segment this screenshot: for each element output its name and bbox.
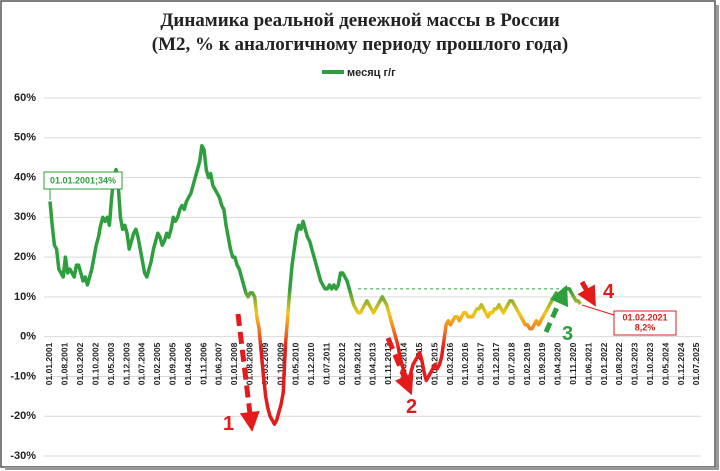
y-tick-label: 50%	[14, 132, 36, 144]
x-tick-label: 01.12.2003	[121, 342, 131, 385]
annotation-number: 4	[603, 281, 615, 303]
annotation-number: 2	[406, 396, 417, 418]
x-tick-label: 01.07.2011	[322, 342, 332, 384]
arrow	[577, 280, 596, 307]
shadow	[716, 5, 719, 470]
x-tick-label: 01.08.2001	[60, 342, 70, 385]
x-tick-label: 01.02.2005	[152, 342, 162, 385]
x-tick-label: 01.07.2018	[506, 342, 516, 385]
x-tick-label: 01.11.2006	[198, 342, 208, 384]
y-tick-label: -20%	[10, 410, 36, 422]
shadow	[5, 467, 719, 470]
y-tick-label: 20%	[14, 251, 36, 263]
x-tick-label: 01.03.2009	[260, 342, 270, 385]
x-tick-label: 01.02.2019	[522, 342, 532, 385]
callout-leader	[581, 304, 615, 316]
legend-swatch	[322, 70, 344, 74]
x-tick-label: 01.08.2022	[614, 342, 624, 385]
arrow	[235, 313, 260, 432]
x-tick-label: 01.12.2024	[676, 342, 686, 385]
x-tick-label: 01.02.2012	[337, 342, 347, 385]
x-tick-label: 01.07.2004	[137, 342, 147, 385]
y-tick-label: 0%	[20, 331, 36, 343]
x-tick-label: 01.07.2025	[691, 342, 701, 385]
x-tick-label: 01.11.2013	[383, 342, 393, 384]
x-tick-label: 01.10.2009	[275, 342, 285, 385]
x-tick-label: 01.09.2005	[167, 342, 177, 385]
chart-title: Динамика реальной денежной массы в Росси…	[160, 10, 559, 31]
callout-text: 01.02.2021	[622, 312, 667, 322]
arrow	[385, 337, 414, 396]
y-tick-label: 30%	[14, 211, 36, 223]
y-tick-label: 60%	[14, 92, 36, 104]
x-tick-label: 01.10.2016	[460, 342, 470, 385]
x-tick-label: 01.04.2020	[553, 342, 563, 385]
x-tick-label: 01.01.2022	[599, 342, 609, 385]
y-tick-label: 40%	[14, 171, 36, 183]
callout-box	[43, 171, 123, 190]
x-tick-label: 01.03.2016	[445, 342, 455, 385]
x-tick-label: 01.03.2002	[75, 342, 85, 385]
x-tick-label: 01.10.2023	[645, 342, 655, 385]
x-tick-label: 01.09.2012	[352, 342, 362, 385]
x-tick-label: 01.08.2008	[245, 342, 255, 385]
y-tick-label: -10%	[10, 370, 36, 382]
x-tick-label: 01.05.2010	[291, 342, 301, 385]
x-tick-label: 01.12.2017	[491, 342, 501, 385]
callout-text: 8,2%	[635, 322, 656, 332]
x-tick-label: 01.12.2010	[306, 342, 316, 385]
x-tick-label: 01.01.2015	[414, 342, 424, 385]
x-tick-label: 01.11.2020	[568, 342, 578, 384]
annotation-number: 1	[223, 413, 234, 435]
x-tick-label: 01.05.2017	[476, 342, 486, 385]
arrow	[543, 284, 569, 334]
x-tick-label: 01.01.2001	[44, 342, 54, 385]
y-tick-label: -30%	[10, 450, 36, 462]
x-tick-label: 01.06.2021	[583, 342, 593, 385]
x-tick-label: 01.10.2002	[90, 342, 100, 385]
x-tick-label: 01.03.2023	[630, 342, 640, 385]
legend-label: месяц г/г	[347, 67, 396, 79]
y-tick-label: 10%	[14, 291, 36, 303]
annotation-number: 3	[562, 323, 573, 345]
callout-text: 01.01.2001;34%	[50, 175, 116, 185]
callout-box	[613, 310, 677, 336]
x-tick-label: 01.05.2003	[106, 342, 116, 385]
x-tick-label: 01.01.2008	[229, 342, 239, 385]
x-tick-label: 01.05.2024	[660, 342, 670, 385]
x-tick-label: 01.04.2006	[183, 342, 193, 385]
chart-subtitle: (М2, % к аналогичному периоду прошлого г…	[152, 34, 568, 55]
x-tick-label: 01.06.2007	[214, 342, 224, 385]
x-tick-label: 01.09.2019	[537, 342, 547, 385]
data-line	[48, 143, 582, 426]
x-tick-label: 01.04.2013	[368, 342, 378, 385]
